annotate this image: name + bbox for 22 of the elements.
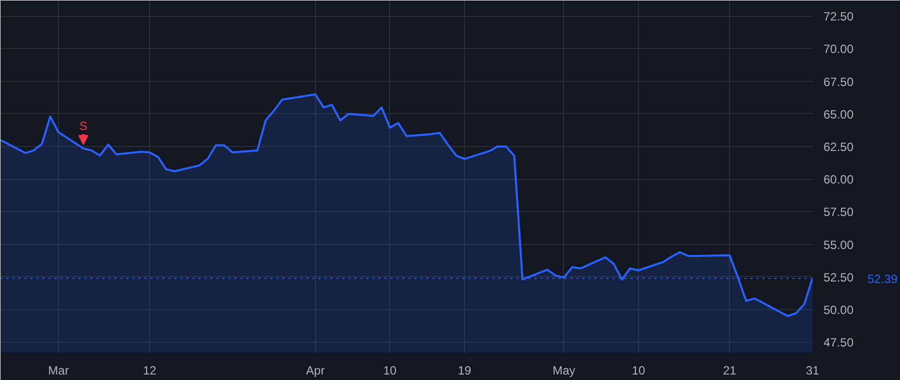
annotation: S	[79, 118, 88, 133]
ref-line-label: 52.39	[868, 272, 898, 286]
y-tick-label: 47.50	[824, 336, 854, 350]
y-tick-label: 52.50	[824, 270, 854, 284]
x-tick-label: May	[552, 364, 576, 378]
y-tick-label: 57.50	[824, 205, 854, 220]
y-tick-label: 55.00	[824, 238, 854, 252]
x-tick-label: 19	[458, 364, 472, 378]
x-tick-label: 10	[632, 364, 646, 378]
y-tick-label: 60.00	[824, 172, 854, 187]
x-tick-label: 10	[383, 364, 397, 378]
y-tick-label: 67.50	[824, 74, 854, 89]
x-tick-label: 31	[806, 364, 820, 378]
x-tick-label: 21	[722, 364, 737, 378]
x-tick-label: Mar	[48, 364, 69, 378]
x-tick-label: Apr	[306, 364, 325, 378]
y-tick-label: 62.50	[824, 140, 854, 154]
y-tick-label: 65.00	[824, 107, 854, 122]
y-tick-label: 50.00	[824, 302, 854, 317]
x-tick-label: 12	[142, 364, 157, 378]
y-tick-label: 70.00	[824, 42, 854, 56]
y-tick-label: 72.50	[824, 10, 854, 24]
